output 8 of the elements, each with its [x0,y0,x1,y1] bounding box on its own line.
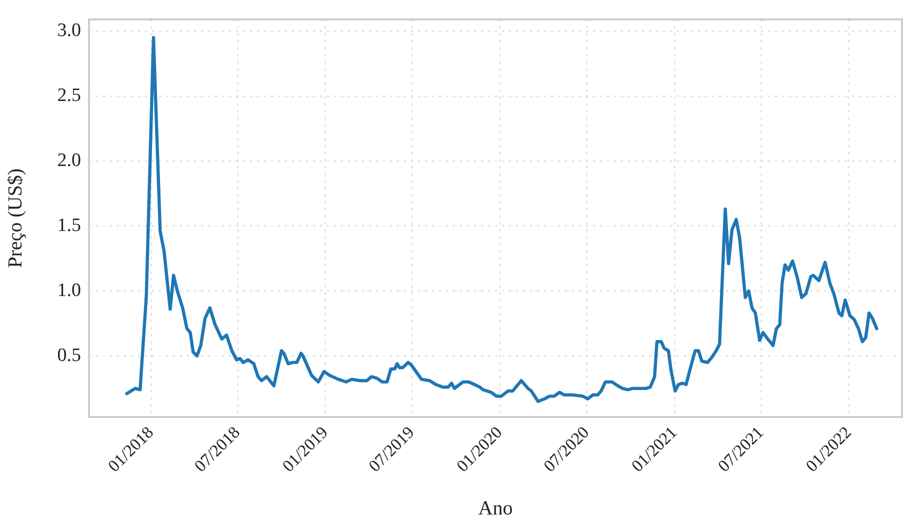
x-axis-title: Ano [478,497,513,520]
y-tick-label: 2.0 [57,150,81,172]
y-tick-label: 0.5 [57,344,81,366]
y-axis-title: Preço (US$) [4,168,26,268]
y-tick-label: 1.5 [57,214,81,236]
y-tick-label: 1.0 [57,280,81,301]
y-tick-label: 2.5 [57,85,81,106]
y-tick-label: 3.0 [57,20,81,42]
